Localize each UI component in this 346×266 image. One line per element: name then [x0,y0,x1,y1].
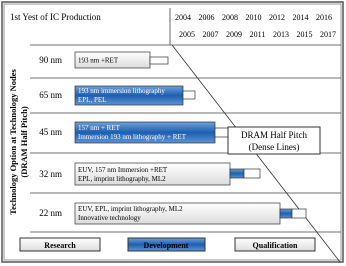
option: 193 nm immersion lithography [78,87,165,95]
option: EUV, 157 nm Immersion +RET [78,166,168,174]
grid [30,8,341,233]
year: 2012 [269,13,285,22]
option: EPL, PEL [78,96,106,104]
year: 2005 [179,30,195,39]
node-label: 22 nm [39,208,62,218]
legend-research [19,237,101,252]
year: 2015 [297,30,313,39]
rows: 90 nm 193 nm +RET 65 nm 193 nm immersion li… [39,55,186,222]
legend-label: Research [44,241,76,250]
callout-box [227,126,321,155]
option: 157 nm + RET [78,124,121,132]
year: 2006 [199,13,215,22]
legend-qualification [234,237,316,252]
axis-label: Technology Option at Technology Nodes [8,68,18,214]
year: 2014 [293,13,309,22]
node-label: 90 nm [39,55,62,65]
year: 2008 [222,13,238,22]
option: EUV, EPL, imprint lithography, ML2 [78,205,183,213]
bars [74,51,307,225]
node-label: 45 nm [39,127,62,137]
option: 193 nm +RET [78,57,119,65]
option: Immersion 193 nm lithography + RET [78,133,187,141]
year: 2011 [250,30,266,39]
legend-label: Qualification [253,241,298,250]
year: 2017 [320,30,336,39]
callout: (Dense Lines) [249,142,300,152]
year: 2007 [203,30,219,39]
title: 1st Yest of IC Production [10,12,101,22]
node-label: 65 nm [39,90,62,100]
option: EPL, imprint lithography, ML2 [78,175,166,183]
year: 2016 [316,13,332,22]
year: 2010 [246,13,262,22]
year: 2013 [273,30,289,39]
year-headers: 2004200520062007200820092010201120122013… [175,13,336,39]
axis-label: (DRAM Half Pitch) [19,106,29,177]
year: 2009 [226,30,242,39]
option: Innovative technology [78,214,141,222]
year: 2004 [175,13,191,22]
legend-development [127,237,206,252]
legend-label: Development [144,241,189,250]
node-label: 32 nm [39,169,62,179]
inner-frame [3,3,342,261]
callout: DRAM Half Pitch [241,130,307,140]
